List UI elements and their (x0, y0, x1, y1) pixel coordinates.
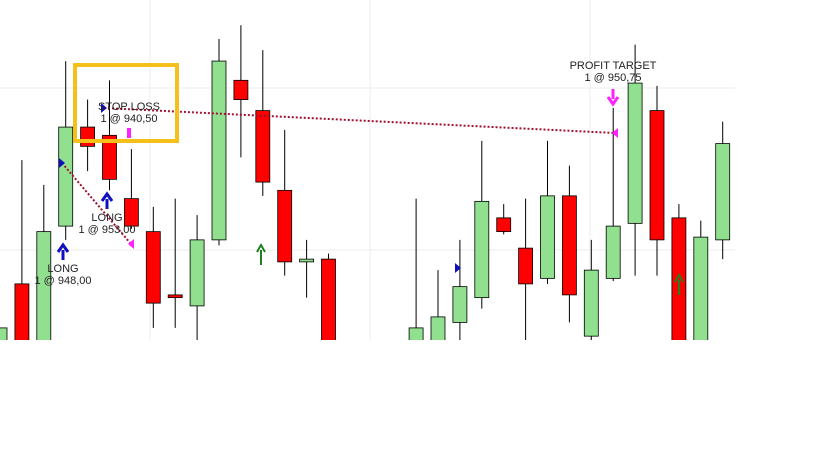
candles (0, 25, 731, 340)
candle-body (649, 110, 665, 241)
annotation-text: 1 @ 940,50 (100, 113, 157, 125)
candle-body (605, 225, 621, 279)
annotation-title: STOP LOSS (98, 101, 160, 113)
candle-body (562, 195, 577, 296)
candle-body (474, 200, 490, 299)
annotation-text: 1 @ 953,00 (78, 224, 135, 236)
candle-body (211, 60, 227, 241)
annotation-title: PROFIT TARGET (570, 60, 657, 72)
candle-body (124, 198, 139, 227)
candle-body (167, 294, 183, 299)
plot-area (0, 0, 735, 340)
candle-body (58, 126, 74, 227)
candle-body (671, 217, 687, 340)
candle-body (80, 126, 95, 147)
candle-body (627, 82, 643, 224)
annotation-title: LONG (47, 263, 78, 275)
candle-body (0, 327, 8, 340)
candle-body (189, 239, 205, 307)
candle-body (693, 236, 709, 340)
annotation-text: 1 @ 948,00 (34, 275, 91, 287)
grid (0, 0, 735, 340)
candle-body (321, 258, 336, 340)
candle-body (430, 316, 446, 340)
candle-body (496, 217, 512, 233)
candle-body (36, 231, 52, 340)
annotation-title: LONG (91, 212, 122, 224)
candle-body (299, 258, 315, 263)
candle-body (255, 110, 271, 183)
candle-body (715, 143, 731, 241)
candle-body (518, 247, 533, 285)
candle-body (540, 195, 555, 279)
candle-body (277, 189, 293, 263)
candle-body (233, 79, 249, 100)
candle-body (452, 286, 468, 323)
highlight-box (73, 63, 179, 143)
trade-markers (56, 89, 684, 295)
candle-body (102, 134, 117, 180)
candle-body (145, 231, 161, 304)
annotation-text: 1 @ 950,75 (584, 72, 641, 84)
candle-body (583, 269, 599, 337)
candle-body (14, 283, 30, 340)
candle-body (408, 327, 424, 340)
